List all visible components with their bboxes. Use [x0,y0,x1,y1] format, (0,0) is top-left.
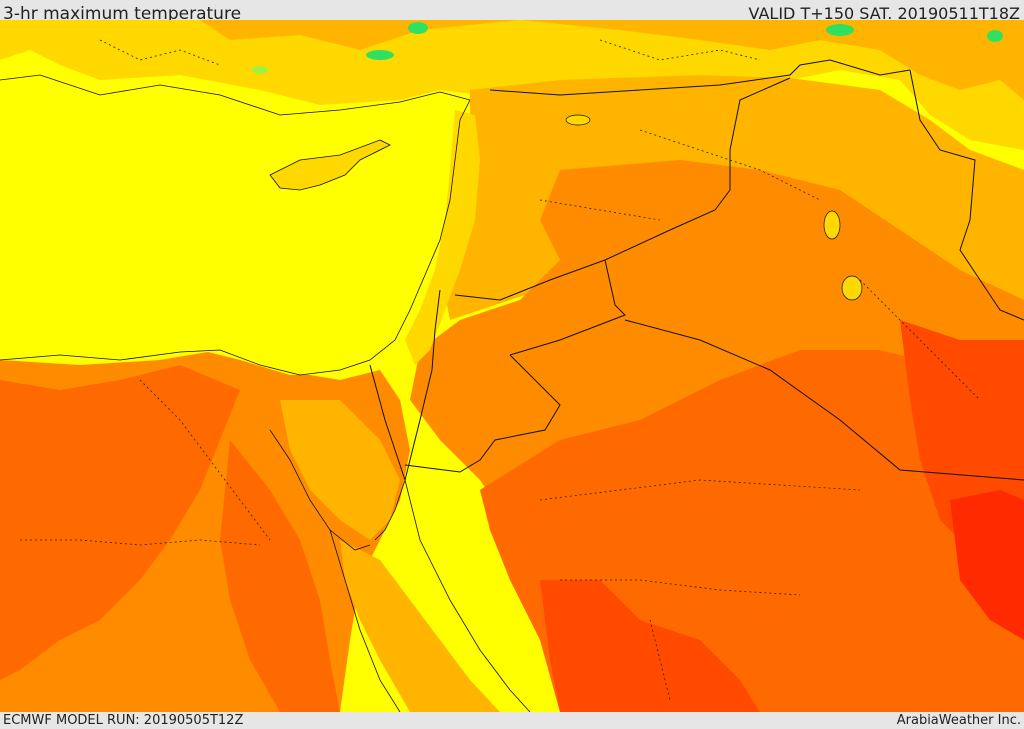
footer-bar: ECMWF MODEL RUN: 20190505T12Z ArabiaWeat… [0,712,1024,729]
cold-spot-2 [366,50,394,60]
egypt-israel-border [369,364,406,481]
turkey-south-coast [0,74,471,116]
suez-gulf [269,429,371,551]
lake-assad [565,114,591,126]
mediterranean-sea [0,80,460,375]
valid-time: VALID T+150 SAT. 20190511T18Z [748,4,1020,23]
cold-spot-1 [408,22,428,34]
iraq-saudi-border [624,319,1024,481]
saudi-very-hot [540,580,760,712]
syria-iraq-border [604,77,791,261]
province-line-4 [560,579,801,596]
sinai-mild [280,400,400,540]
province-line-3 [539,479,861,501]
jordan-valley [404,289,441,481]
red-sea-east [404,479,531,712]
province-line-6 [539,199,661,221]
cold-spot-4 [987,30,1003,42]
temperature-map[interactable] [0,20,1024,712]
country-borders [369,59,1024,481]
province-boundaries [20,39,981,701]
cold-spot-5 [252,66,268,74]
lake-razazza [841,275,863,301]
cold-spot-3 [826,24,854,36]
province-line-8 [99,39,221,66]
credit-label: ArabiaWeather Inc. [896,713,1021,728]
map-area[interactable] [0,20,1024,712]
province-line-9 [599,39,761,61]
egypt-hot-band-2 [220,440,340,712]
model-run-label: ECMWF MODEL RUN: 20190505T12Z [3,713,244,728]
province-line-5 [639,129,821,201]
egypt-hot-band [0,365,240,680]
cyprus-island [269,139,391,191]
turkey-warm-area [0,20,1024,150]
red-sea-west [329,529,401,712]
province-line-2 [20,539,261,546]
syria-turkey-border [489,59,911,96]
province-line-1 [139,379,271,541]
coastlines [0,74,531,712]
jordan-iraq-border [509,259,626,356]
levant-coast-warm [405,110,480,365]
jordan-saudi-border [404,354,561,473]
mediterranean-coast [0,99,471,376]
syria-jordan-border [454,259,606,301]
province-line-10 [649,619,671,701]
aqaba-gulf [374,479,406,541]
lake-tharthar [823,210,841,240]
map-title: 3-hr maximum temperature [3,4,242,24]
iraq-iran-border [909,69,1024,321]
province-line-7 [859,279,981,401]
red-sea-mild [340,540,500,712]
turkey-orange-patches [60,20,1024,100]
header-bar: 3-hr maximum temperature VALID T+150 SAT… [0,0,1024,24]
gulf-extreme [950,490,1024,640]
